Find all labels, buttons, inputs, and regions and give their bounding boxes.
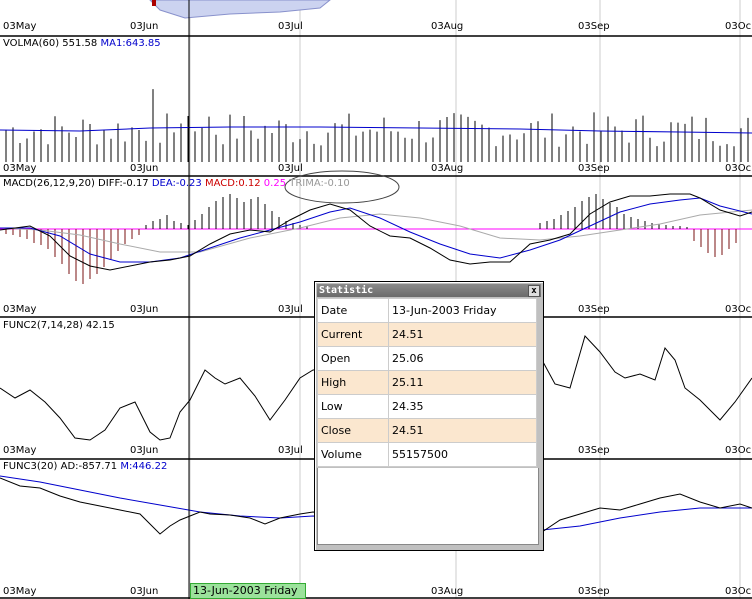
dea-line (0, 197, 752, 263)
date-axis-label: 03Oc (725, 304, 751, 315)
statistic-row: High 25.11 (317, 370, 537, 395)
statistic-window[interactable]: Statistic x Date 13-Jun-2003 Friday Curren… (314, 281, 544, 551)
statistic-key: Open (317, 346, 389, 371)
annotation-ellipse (284, 170, 400, 204)
date-axis-label: 03Jul (278, 163, 303, 174)
date-axis-label: 03Aug (431, 163, 463, 174)
price-area (149, 0, 331, 19)
statistic-value: 55157500 (388, 442, 537, 467)
func3-label: FUNC3(20) AD:-857.71 M:446.22 (3, 461, 168, 473)
statistic-value: 25.11 (388, 370, 537, 395)
trima-line (0, 209, 752, 253)
date-axis-label: 03Oc (725, 21, 751, 32)
statistic-title: Statistic (319, 285, 374, 296)
date-axis-label: 03Oc (725, 163, 751, 174)
macd-histogram (5, 194, 737, 284)
statistic-key: Volume (317, 442, 389, 467)
date-axis-label: 03Jun (130, 304, 158, 315)
statistic-value: 25.06 (388, 346, 537, 371)
date-axis-label: 03Aug (431, 586, 463, 597)
cursor-date-tag: 13-Jun-2003 Friday (190, 583, 306, 599)
date-axis-label: 03Jul (278, 21, 303, 32)
date-axis-label: 03May (3, 586, 36, 597)
date-axis-label: 03May (3, 21, 36, 32)
func3-ad-line (0, 477, 752, 535)
date-axis-label: 03Sep (578, 445, 610, 456)
date-axis-label: 03Jun (130, 21, 158, 32)
statistic-title-bar[interactable]: Statistic x (317, 284, 541, 297)
statistic-table: Date 13-Jun-2003 Friday Current 24.51 Open 25… (317, 298, 537, 467)
statistic-key: Close (317, 418, 389, 443)
statistic-row: Current 24.51 (317, 322, 537, 347)
date-axis-label: 03Oc (725, 586, 751, 597)
statistic-row: Close 24.51 (317, 418, 537, 443)
date-axis-label: 03May (3, 445, 36, 456)
date-axis-label: 03Jul (278, 304, 303, 315)
func2-line (0, 335, 752, 441)
volma-label: VOLMA(60) 551.58 MA1:643.85 (3, 38, 161, 50)
date-axis-label: 03Jun (130, 445, 158, 456)
date-axis-label: 03Aug (431, 21, 463, 32)
date-axis-label: 03Jun (130, 163, 158, 174)
statistic-key: Current (317, 322, 389, 347)
statistic-row: Open 25.06 (317, 346, 537, 371)
date-axis-label: 03Sep (578, 586, 610, 597)
diff-line (0, 193, 752, 271)
date-axis-label: 03Sep (578, 163, 610, 174)
date-axis-label: 03Jun (130, 586, 158, 597)
statistic-key: Date (317, 298, 389, 323)
date-axis-label: 03May (3, 304, 36, 315)
statistic-key: Low (317, 394, 389, 419)
statistic-value: 24.51 (388, 418, 537, 443)
statistic-row: Volume 55157500 (317, 442, 537, 467)
date-axis-label: 03Sep (578, 304, 610, 315)
statistic-key: High (317, 370, 389, 395)
date-axis-labels: 03May 03Jun 03Jul 03Aug 03Sep 03Oc 03May 03Jun 0… (3, 21, 751, 597)
volume-ma-line (0, 126, 752, 134)
statistic-value: 13-Jun-2003 Friday (388, 298, 537, 323)
volume-bars (5, 89, 749, 162)
price-chart-bottom (149, 0, 331, 19)
date-axis-label: 03Oc (725, 445, 751, 456)
close-icon[interactable]: x (528, 285, 540, 297)
date-axis-label: 03Jul (278, 445, 303, 456)
statistic-value: 24.35 (388, 394, 537, 419)
statistic-row: Date 13-Jun-2003 Friday (317, 298, 537, 323)
func2-label: FUNC2(7,14,28) 42.15 (3, 320, 115, 332)
date-axis-label: 03May (3, 163, 36, 174)
statistic-value: 24.51 (388, 322, 537, 347)
macd-label: MACD(26,12,9,20) DIFF:-0.17 DEA:-0.23 MA… (3, 178, 350, 189)
date-axis-label: 03Sep (578, 21, 610, 32)
price-candle (152, 0, 156, 6)
statistic-row: Low 24.35 (317, 394, 537, 419)
statistic-empty-area (317, 468, 539, 545)
